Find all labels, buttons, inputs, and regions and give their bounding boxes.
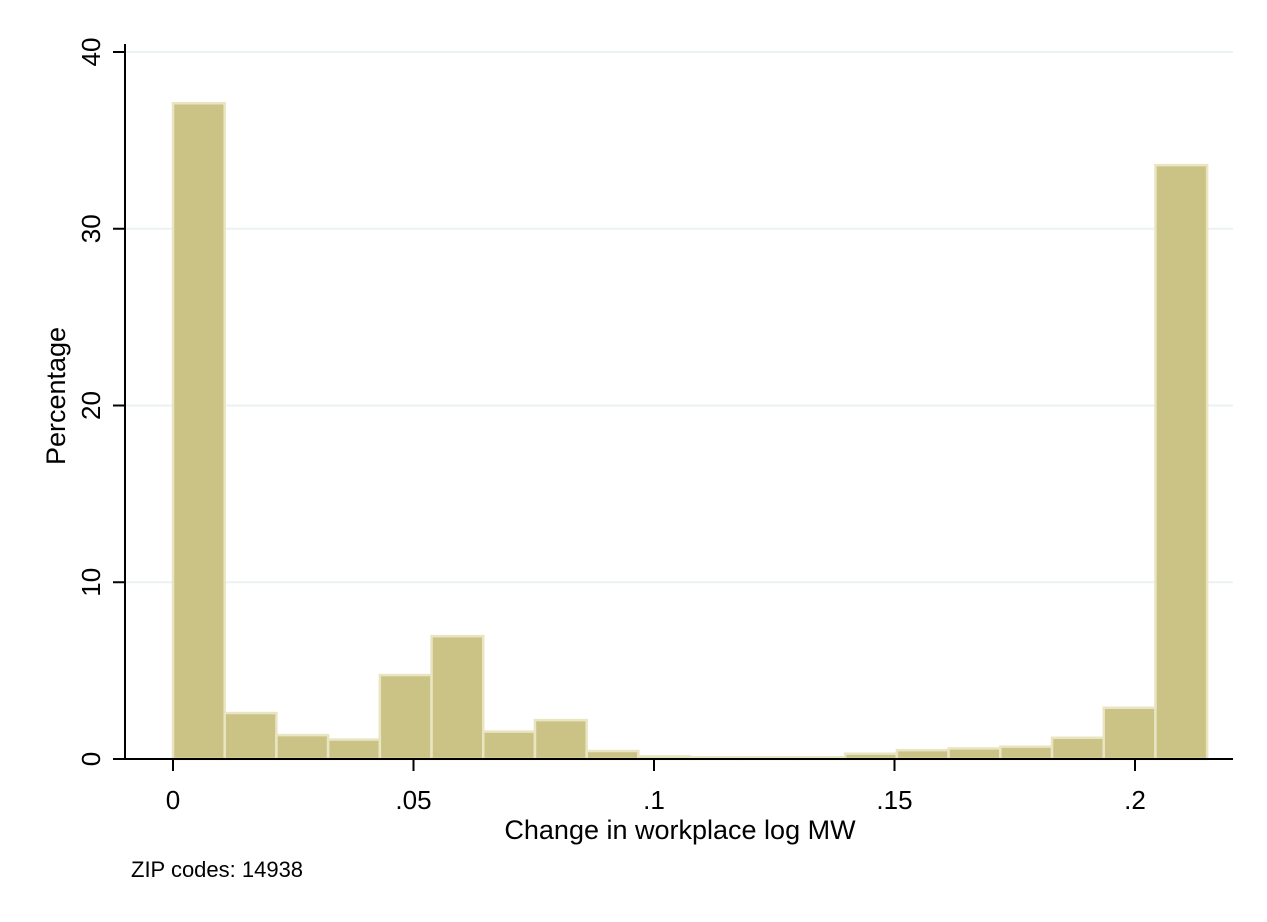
histogram-bar-3 [275,733,330,761]
histogram-bar-20 [1154,163,1209,761]
histogram-bar-1 [171,102,226,761]
y-tick-label: 0 [76,752,106,766]
histogram-bars [171,102,1209,761]
histogram-bar-17 [999,745,1054,761]
histogram-bar-16 [947,747,1002,761]
x-tick-label: 0 [166,785,180,815]
histogram-bar-15 [895,748,950,761]
y-tick-label: 30 [76,214,106,243]
histogram-bar-8 [533,718,588,761]
histogram-bar-5 [378,673,433,761]
histogram-bar-4 [326,738,382,761]
histogram-bar-7 [481,730,537,761]
x-tick-label: .05 [395,785,431,815]
x-tick-label: .1 [643,785,665,815]
y-tick-label: 40 [76,38,106,67]
y-axis-ticks: 0 10 20 30 40 [76,38,125,766]
x-tick-label: .15 [876,785,912,815]
x-axis-ticks: 0 .05 .1 .15 .2 [166,759,1146,815]
y-tick-label: 10 [76,568,106,597]
grid-lines [125,51,1233,584]
x-axis-title: Change in workplace log MW [504,815,856,845]
histogram-bar-18 [1050,736,1105,761]
y-tick-label: 20 [76,391,106,420]
y-axis-title: Percentage [41,327,71,465]
histogram-bar-9 [585,749,640,761]
histogram-bar-6 [430,634,485,761]
x-tick-label: .2 [1124,785,1146,815]
footnote: ZIP codes: 14938 [131,857,304,882]
axes [124,44,1233,760]
histogram-bar-2 [223,711,278,761]
histogram-bar-19 [1102,706,1157,761]
